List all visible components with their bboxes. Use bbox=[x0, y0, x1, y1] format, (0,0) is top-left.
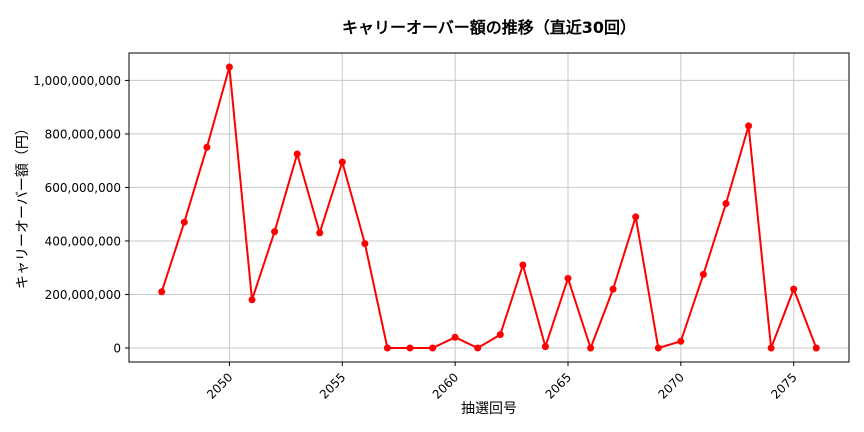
data-point bbox=[609, 285, 617, 293]
data-point bbox=[429, 344, 437, 352]
data-point bbox=[722, 200, 730, 207]
data-point bbox=[158, 288, 166, 296]
data-line bbox=[160, 66, 818, 349]
data-point bbox=[271, 228, 279, 236]
x-tick-label: 2060 bbox=[430, 370, 461, 401]
data-point bbox=[225, 63, 233, 71]
data-point bbox=[383, 344, 391, 352]
x-tick-label: 2075 bbox=[768, 370, 799, 401]
y-tick-label: 600,000,000 bbox=[45, 181, 121, 195]
data-point bbox=[564, 274, 572, 282]
x-tick-label: 2070 bbox=[655, 370, 686, 401]
data-point bbox=[677, 337, 685, 345]
data-point bbox=[203, 143, 211, 151]
data-point bbox=[587, 344, 595, 352]
chart-title: キャリーオーバー額の推移（直近30回） bbox=[341, 18, 637, 37]
y-tick-label: 400,000,000 bbox=[45, 234, 121, 248]
data-point bbox=[745, 122, 753, 130]
data-point bbox=[790, 285, 798, 293]
data-point bbox=[406, 344, 414, 352]
y-tick-label: 0 bbox=[113, 341, 121, 355]
x-tick-label: 2055 bbox=[317, 370, 348, 401]
x-tick-label: 2065 bbox=[543, 370, 574, 401]
data-point bbox=[812, 344, 820, 352]
data-point bbox=[180, 218, 188, 226]
y-axis-label: キャリーオーバー額（円） bbox=[15, 121, 31, 289]
data-point bbox=[541, 343, 549, 351]
data-point bbox=[496, 331, 504, 339]
y-tick-label: 200,000,000 bbox=[45, 288, 121, 302]
data-point bbox=[338, 158, 346, 166]
y-tick-label: 800,000,000 bbox=[45, 127, 121, 141]
data-point bbox=[293, 150, 301, 158]
data-point bbox=[248, 296, 256, 304]
x-axis-label: 抽選回号 bbox=[461, 401, 517, 417]
data-point bbox=[767, 344, 775, 352]
plot-border bbox=[128, 52, 850, 363]
data-point bbox=[451, 333, 459, 341]
x-tick-label: 2050 bbox=[204, 370, 235, 401]
data-point bbox=[474, 344, 482, 352]
data-point bbox=[361, 240, 369, 248]
data-point bbox=[654, 344, 662, 352]
y-tick-label: 1,000,000,000 bbox=[33, 74, 121, 88]
data-point bbox=[519, 261, 527, 269]
data-point bbox=[632, 213, 640, 221]
data-point bbox=[699, 270, 707, 278]
data-point bbox=[316, 229, 324, 237]
